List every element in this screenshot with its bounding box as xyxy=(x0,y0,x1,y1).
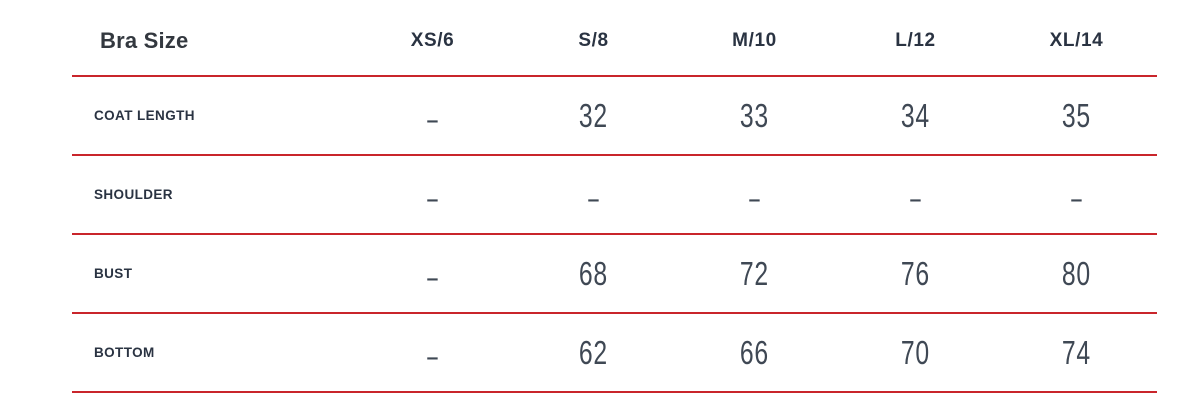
table-cell: 32 xyxy=(513,97,674,135)
table-cell: 35 xyxy=(996,97,1157,135)
table-cell: 66 xyxy=(674,334,835,372)
cell-value: 68 xyxy=(578,254,609,292)
cell-value: 35 xyxy=(1061,96,1092,134)
cell-value: – xyxy=(587,187,600,211)
size-chart-table: Bra Size XS/6 S/8 M/10 L/12 XL/14 COAT L… xyxy=(72,0,1157,393)
table-row-bust: BUST – 68 72 76 80 xyxy=(72,235,1157,314)
cell-value: – xyxy=(426,187,439,211)
cell-value: 76 xyxy=(900,254,931,292)
row-label: COAT LENGTH xyxy=(94,108,195,123)
cell-value: – xyxy=(748,187,761,211)
column-header-s: S/8 xyxy=(578,29,609,51)
table-cell: 62 xyxy=(513,334,674,372)
cell-value: – xyxy=(426,108,439,132)
table-cell: – xyxy=(674,176,835,214)
cell-value: 74 xyxy=(1061,333,1092,371)
table-cell: – xyxy=(835,176,996,214)
table-cell: 80 xyxy=(996,255,1157,293)
table-header-row: Bra Size XS/6 S/8 M/10 L/12 XL/14 xyxy=(72,0,1157,77)
table-cell: – xyxy=(352,334,513,372)
cell-value: – xyxy=(426,345,439,369)
cell-value: 66 xyxy=(739,333,770,371)
cell-value: 80 xyxy=(1061,254,1092,292)
table-cell: – xyxy=(352,176,513,214)
table-cell: – xyxy=(352,255,513,293)
cell-value: 33 xyxy=(739,96,770,134)
column-header-l: L/12 xyxy=(895,29,936,51)
table-cell: 34 xyxy=(835,97,996,135)
column-header-m: M/10 xyxy=(732,29,777,51)
row-label: BOTTOM xyxy=(94,345,155,360)
cell-value: – xyxy=(1070,187,1083,211)
table-cell: 74 xyxy=(996,334,1157,372)
table-cell: 68 xyxy=(513,255,674,293)
table-cell: 76 xyxy=(835,255,996,293)
cell-value: – xyxy=(909,187,922,211)
table-cell: – xyxy=(352,97,513,135)
cell-value: 72 xyxy=(739,254,770,292)
column-header-xs: XS/6 xyxy=(410,29,455,51)
table-row-bottom: BOTTOM – 62 66 70 74 xyxy=(72,314,1157,393)
table-cell: 72 xyxy=(674,255,835,293)
column-header-xl: XL/14 xyxy=(1049,29,1104,51)
cell-value: 34 xyxy=(900,96,931,134)
table-title: Bra Size xyxy=(100,27,189,53)
table-cell: 70 xyxy=(835,334,996,372)
cell-value: 62 xyxy=(578,333,609,371)
cell-value: 32 xyxy=(578,96,609,134)
table-cell: – xyxy=(513,176,674,214)
row-label: SHOULDER xyxy=(94,187,173,202)
table-cell: – xyxy=(996,176,1157,214)
table-row-coat-length: COAT LENGTH – 32 33 34 35 xyxy=(72,77,1157,156)
table-cell: 33 xyxy=(674,97,835,135)
cell-value: 70 xyxy=(900,333,931,371)
row-label: BUST xyxy=(94,266,133,281)
table-row-shoulder: SHOULDER – – – – – xyxy=(72,156,1157,235)
cell-value: – xyxy=(426,266,439,290)
